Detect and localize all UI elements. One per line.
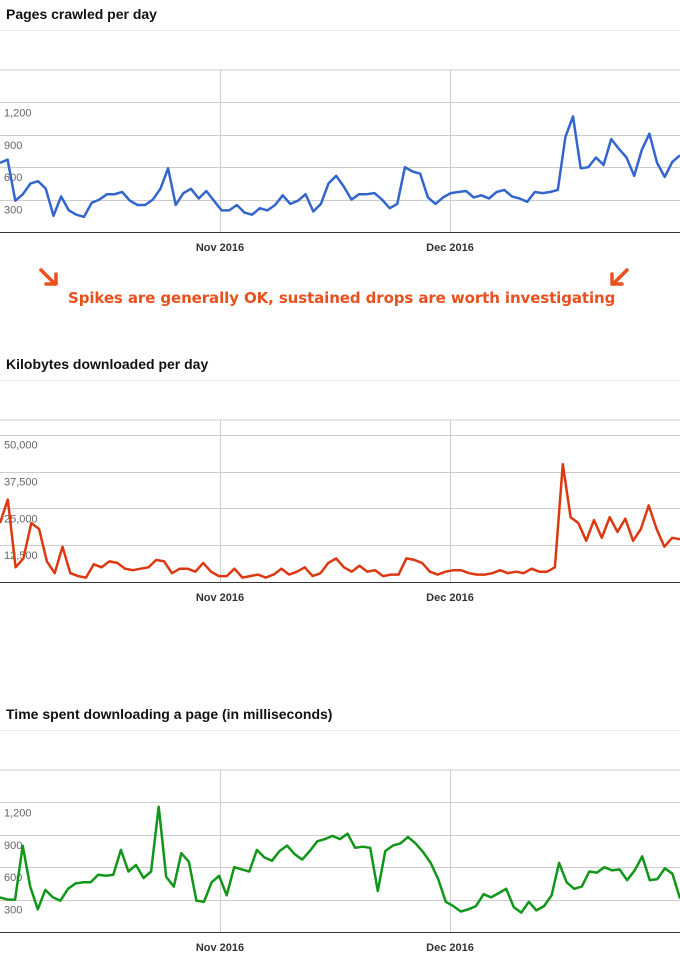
series-line	[0, 115, 680, 219]
kilobytes-downloaded-chart: 12,500 25,000 37,500 50,000 Nov 2016 Dec 2016	[0, 419, 680, 604]
chart-title: Kilobytes downloaded per day	[6, 356, 209, 372]
pages-crawled-chart: 300 600 900 1,200 Nov 2016 Dec 2016	[0, 69, 680, 254]
series-line	[0, 805, 680, 914]
x-tick-label: Dec 2016	[426, 592, 474, 604]
chart-panel-pages-crawled: Pages crawled per day 300 600 900 1,200 Nov …	[0, 0, 680, 260]
annotation-text: Spikes are generally OK, sustained drops…	[68, 289, 616, 307]
title-divider	[0, 730, 680, 731]
x-tick-label: Nov 2016	[196, 942, 244, 954]
arrow-down-left-icon	[610, 268, 629, 286]
chart-title: Time spent downloading a page (in millis…	[6, 706, 333, 722]
y-tick-label: 37,500	[4, 477, 38, 489]
y-tick-label: 900	[4, 840, 22, 852]
y-tick-label: 1,200	[4, 807, 32, 819]
x-tick-label: Nov 2016	[196, 242, 244, 254]
chart-title: Pages crawled per day	[6, 6, 157, 22]
arrow-down-right-icon	[39, 268, 58, 286]
y-tick-label: 25,000	[4, 513, 38, 525]
annotation: Spikes are generally OK, sustained drops…	[0, 263, 680, 313]
x-tick-label: Dec 2016	[426, 942, 474, 954]
title-divider	[0, 380, 680, 381]
chart-panel-kilobytes-downloaded: Kilobytes downloaded per day 12,500 25,00…	[0, 350, 680, 610]
y-tick-label: 12,500	[4, 550, 38, 562]
title-divider	[0, 30, 680, 31]
chart-panel-time-downloading: Time spent downloading a page (in millis…	[0, 700, 680, 960]
series-line	[0, 462, 680, 579]
y-tick-label: 900	[4, 140, 22, 152]
y-tick-label: 300	[4, 205, 22, 217]
y-tick-label: 300	[4, 905, 22, 917]
x-tick-label: Nov 2016	[196, 592, 244, 604]
y-tick-label: 600	[4, 172, 22, 184]
y-tick-label: 50,000	[4, 440, 38, 452]
x-tick-label: Dec 2016	[426, 242, 474, 254]
y-tick-label: 1,200	[4, 107, 32, 119]
